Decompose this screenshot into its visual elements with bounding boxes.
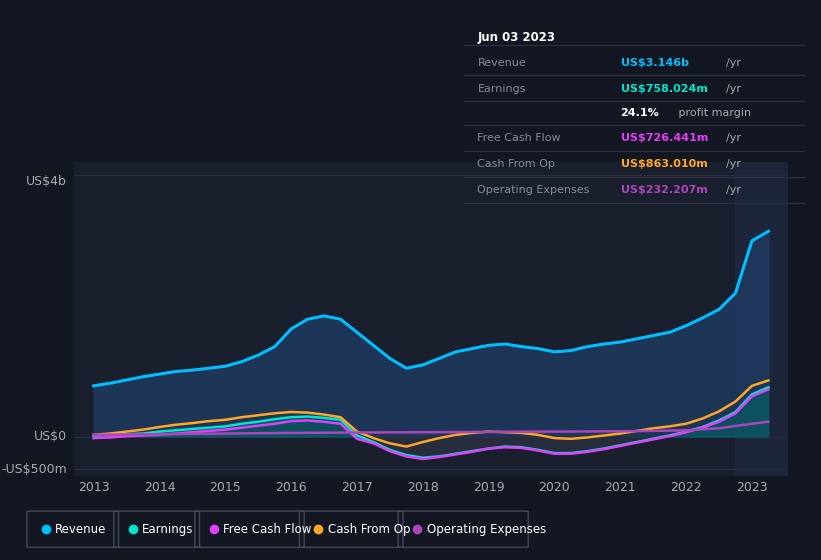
Text: Revenue: Revenue <box>55 522 107 536</box>
Text: Operating Expenses: Operating Expenses <box>427 522 546 536</box>
Text: US$3.146b: US$3.146b <box>621 58 689 68</box>
Text: Jun 03 2023: Jun 03 2023 <box>478 31 556 44</box>
Text: Cash From Op: Cash From Op <box>328 522 410 536</box>
Bar <box>736 162 788 476</box>
Text: Free Cash Flow: Free Cash Flow <box>223 522 311 536</box>
Text: Cash From Op: Cash From Op <box>478 159 555 169</box>
Text: US$232.207m: US$232.207m <box>621 185 708 195</box>
Text: Free Cash Flow: Free Cash Flow <box>478 133 561 143</box>
Text: US$863.010m: US$863.010m <box>621 159 708 169</box>
Text: /yr: /yr <box>727 185 741 195</box>
Text: US$758.024m: US$758.024m <box>621 85 708 95</box>
Text: Earnings: Earnings <box>478 85 526 95</box>
Text: Operating Expenses: Operating Expenses <box>478 185 589 195</box>
Text: /yr: /yr <box>727 58 741 68</box>
Text: US$0: US$0 <box>34 430 67 444</box>
Text: profit margin: profit margin <box>675 108 751 118</box>
Text: -US$500m: -US$500m <box>1 463 67 476</box>
Text: Revenue: Revenue <box>478 58 526 68</box>
Text: US$726.441m: US$726.441m <box>621 133 708 143</box>
Text: 24.1%: 24.1% <box>621 108 659 118</box>
Text: Earnings: Earnings <box>142 522 194 536</box>
Text: /yr: /yr <box>727 159 741 169</box>
Text: US$4b: US$4b <box>26 175 67 189</box>
Text: /yr: /yr <box>727 133 741 143</box>
Text: /yr: /yr <box>727 85 741 95</box>
